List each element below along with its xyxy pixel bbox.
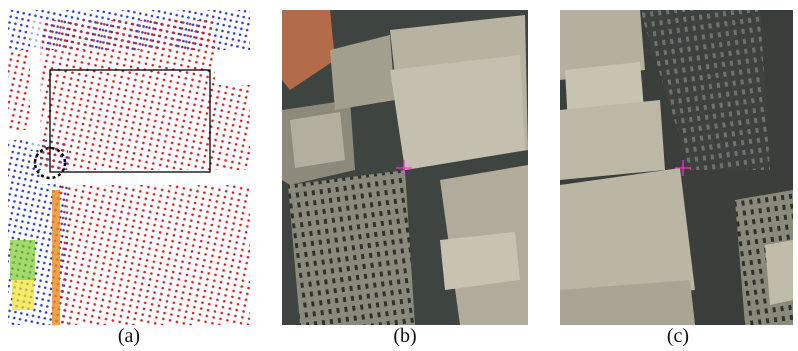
- figure: (a) (b) (c): [0, 0, 798, 351]
- point-cloud-panel: [8, 10, 250, 325]
- aerial-image-b: [282, 10, 528, 325]
- aerial-image-c: [560, 10, 793, 325]
- panel-label: (b): [393, 325, 416, 347]
- panel-label: (c): [667, 325, 689, 347]
- panel-label: (a): [118, 325, 140, 347]
